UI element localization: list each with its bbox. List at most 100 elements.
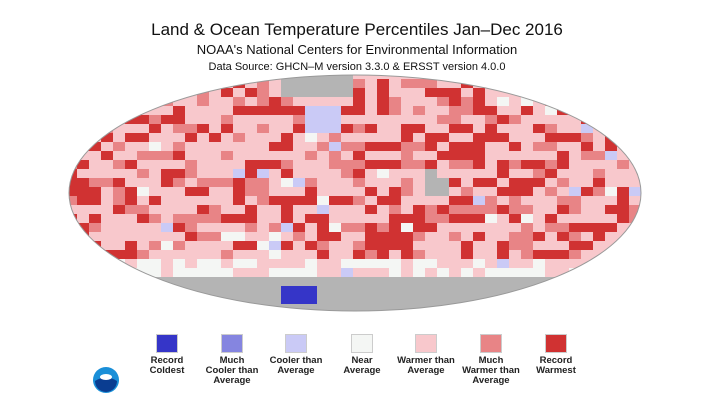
grid-cell xyxy=(281,214,293,223)
grid-cell xyxy=(473,133,485,142)
grid-cell xyxy=(245,160,257,169)
grid-cell xyxy=(173,79,185,88)
grid-cell xyxy=(461,196,473,205)
grid-cell xyxy=(281,313,293,322)
grid-cell xyxy=(521,250,533,259)
grid-cell xyxy=(461,268,473,277)
grid-cell xyxy=(305,79,317,88)
grid-cell xyxy=(425,241,437,250)
grid-cell xyxy=(269,133,281,142)
grid-cell xyxy=(293,133,305,142)
grid-cell xyxy=(281,88,293,97)
grid-cell xyxy=(137,169,149,178)
grid-cell xyxy=(125,133,137,142)
grid-cell xyxy=(365,142,377,151)
grid-cell xyxy=(605,75,617,79)
grid-cell xyxy=(353,241,365,250)
grid-cell xyxy=(341,187,353,196)
grid-cell xyxy=(113,88,125,97)
grid-cell xyxy=(497,124,509,133)
grid-cell xyxy=(629,142,641,151)
grid-cell xyxy=(425,169,437,178)
grid-cell xyxy=(377,286,389,295)
grid-cell xyxy=(401,106,413,115)
grid-cell xyxy=(89,97,101,106)
grid-cell xyxy=(533,232,545,241)
grid-cell xyxy=(329,97,341,106)
grid-cell xyxy=(581,178,593,187)
grid-cell xyxy=(305,205,317,214)
grid-cell xyxy=(473,286,485,295)
grid-cell xyxy=(69,196,77,205)
grid-cell xyxy=(473,277,485,286)
grid-cell xyxy=(617,106,629,115)
grid-cell xyxy=(317,196,329,205)
grid-cell xyxy=(209,259,221,268)
grid-cell xyxy=(449,277,461,286)
grid-cell xyxy=(413,97,425,106)
grid-cell xyxy=(413,178,425,187)
grid-cell xyxy=(341,142,353,151)
grid-cell xyxy=(245,241,257,250)
grid-cell xyxy=(497,160,509,169)
grid-cell xyxy=(185,79,197,88)
grid-cell xyxy=(545,232,557,241)
grid-cell xyxy=(269,268,281,277)
grid-cell xyxy=(209,277,221,286)
grid-cell xyxy=(413,241,425,250)
grid-cell xyxy=(161,214,173,223)
grid-cell xyxy=(485,169,497,178)
grid-cell xyxy=(293,250,305,259)
grid-cell xyxy=(557,277,569,286)
grid-cell xyxy=(125,286,137,295)
grid-cell xyxy=(89,178,101,187)
grid-cell xyxy=(197,295,209,304)
grid-cell xyxy=(377,223,389,232)
grid-cell xyxy=(257,124,269,133)
grid-cell xyxy=(173,133,185,142)
grid-cell xyxy=(137,97,149,106)
grid-cell xyxy=(365,88,377,97)
grid-cell xyxy=(317,106,329,115)
grid-cell xyxy=(305,286,317,295)
grid-cell xyxy=(497,75,509,79)
grid-cell xyxy=(377,133,389,142)
grid-cell xyxy=(329,286,341,295)
grid-cell xyxy=(545,268,557,277)
grid-cell xyxy=(125,97,137,106)
grid-cell xyxy=(149,223,161,232)
grid-cell xyxy=(69,142,77,151)
grid-cell xyxy=(137,151,149,160)
grid-cell xyxy=(569,97,581,106)
grid-cell xyxy=(581,97,593,106)
grid-cell xyxy=(185,268,197,277)
grid-cell xyxy=(113,142,125,151)
grid-cell xyxy=(557,169,569,178)
grid-cell xyxy=(221,232,233,241)
grid-cell xyxy=(545,277,557,286)
grid-cell xyxy=(149,196,161,205)
grid-cell xyxy=(209,151,221,160)
grid-cell xyxy=(293,259,305,268)
grid-cell xyxy=(353,259,365,268)
grid-cell xyxy=(281,268,293,277)
grid-cell xyxy=(293,268,305,277)
grid-cell xyxy=(365,79,377,88)
grid-cell xyxy=(425,232,437,241)
grid-cell xyxy=(617,187,629,196)
grid-cell xyxy=(521,304,533,311)
grid-cell xyxy=(509,75,521,79)
grid-cell xyxy=(353,160,365,169)
grid-cell xyxy=(329,304,341,311)
grid-cell xyxy=(533,169,545,178)
map-title: Land & Ocean Temperature Percentiles Jan… xyxy=(151,20,563,39)
grid-cell xyxy=(641,106,653,115)
grid-cell xyxy=(281,250,293,259)
legend-item: Near Average xyxy=(322,334,402,376)
legend-item: Cooler than Average xyxy=(256,334,336,376)
grid-cell xyxy=(185,223,197,232)
grid-cell xyxy=(593,295,605,304)
grid-cell xyxy=(353,75,365,79)
grid-cell xyxy=(113,79,125,88)
grid-cell xyxy=(353,313,365,322)
